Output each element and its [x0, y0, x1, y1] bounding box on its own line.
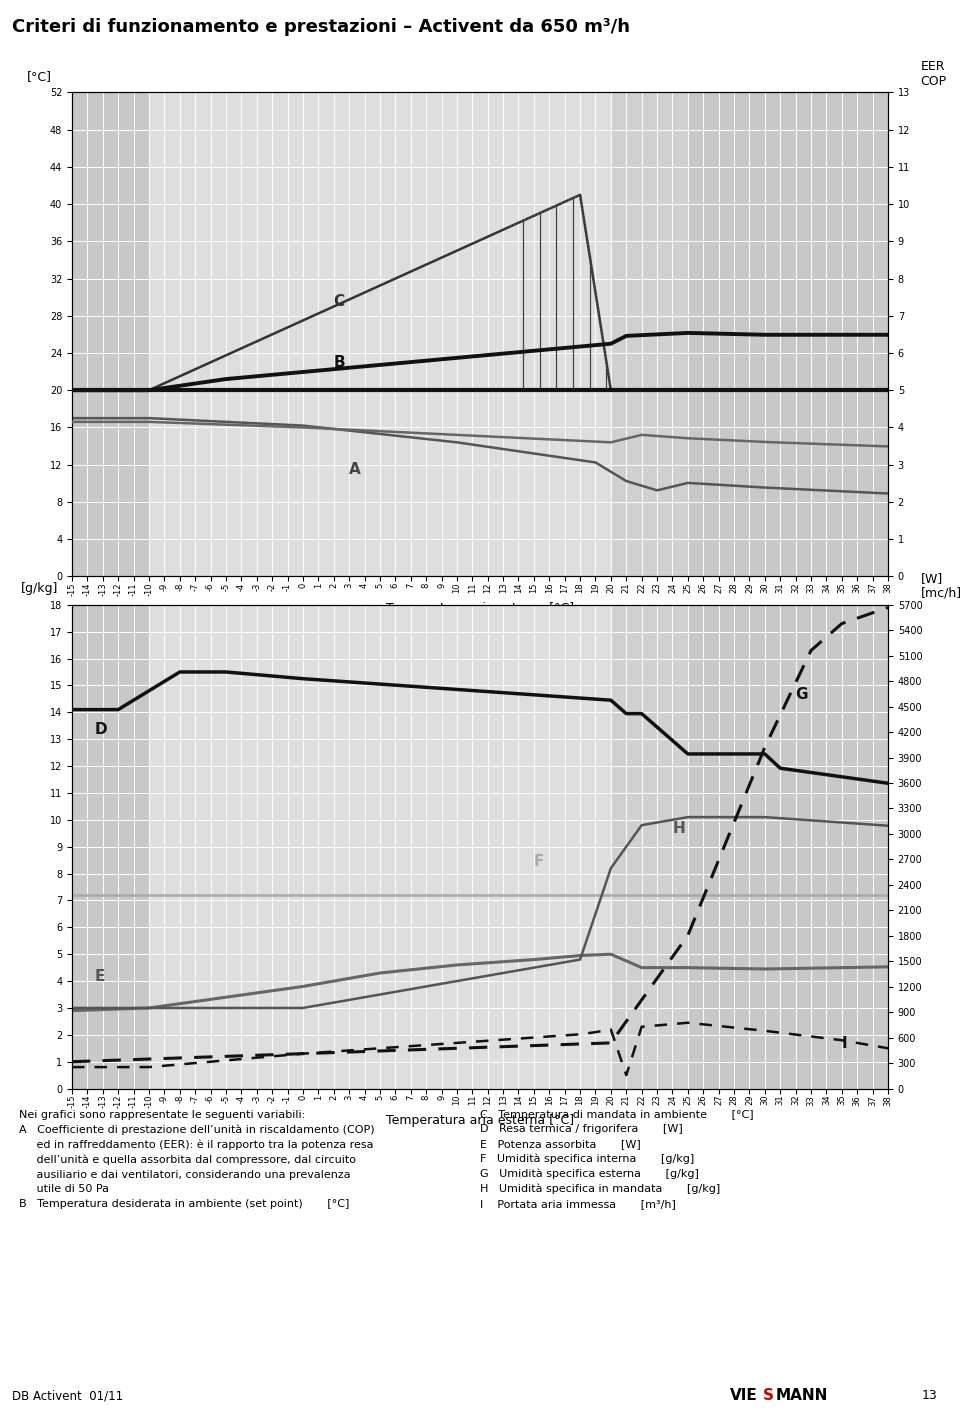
X-axis label: Temperatura aria esterna [°C]: Temperatura aria esterna [°C] [386, 1114, 574, 1127]
Text: C   Temperatura di mandata in ambiente       [°C]
D   Resa termica / frigorifera: C Temperatura di mandata in ambiente [°C… [480, 1110, 754, 1208]
Text: 13: 13 [922, 1389, 937, 1403]
Bar [611, 92, 688, 576]
Text: MANN: MANN [776, 1389, 828, 1403]
Bar [149, 605, 611, 1089]
Bar [611, 605, 688, 1089]
X-axis label: Temperatura aria esterna [°C]: Temperatura aria esterna [°C] [386, 602, 574, 615]
Text: A: A [349, 462, 361, 477]
Text: H: H [672, 821, 685, 837]
Text: Criteri di funzionamento e prestazioni – Activent da 650 m³/h: Criteri di funzionamento e prestazioni –… [12, 18, 630, 36]
Text: C: C [334, 295, 345, 309]
Y-axis label: [g/kg]: [g/kg] [21, 582, 58, 595]
Bar [72, 605, 149, 1089]
Bar [149, 92, 611, 576]
Text: B: B [334, 354, 346, 370]
Text: E: E [95, 969, 106, 985]
Text: F: F [534, 854, 544, 868]
Bar [72, 92, 149, 576]
Text: Nei grafici sono rappresentate le seguenti variabili:
A   Coefficiente di presta: Nei grafici sono rappresentate le seguen… [19, 1110, 374, 1208]
Y-axis label: [W]
[mc/h]: [W] [mc/h] [921, 572, 960, 601]
Y-axis label: [°C]: [°C] [27, 70, 52, 83]
Text: VIE: VIE [730, 1389, 757, 1403]
Bar [688, 605, 888, 1089]
Text: I: I [842, 1036, 848, 1052]
Y-axis label: EER
COP: EER COP [921, 60, 947, 88]
Text: S: S [763, 1389, 774, 1403]
Text: D: D [95, 721, 108, 737]
Bar [688, 92, 888, 576]
Text: G: G [796, 687, 808, 702]
Text: DB Activent  01/11: DB Activent 01/11 [12, 1389, 123, 1403]
